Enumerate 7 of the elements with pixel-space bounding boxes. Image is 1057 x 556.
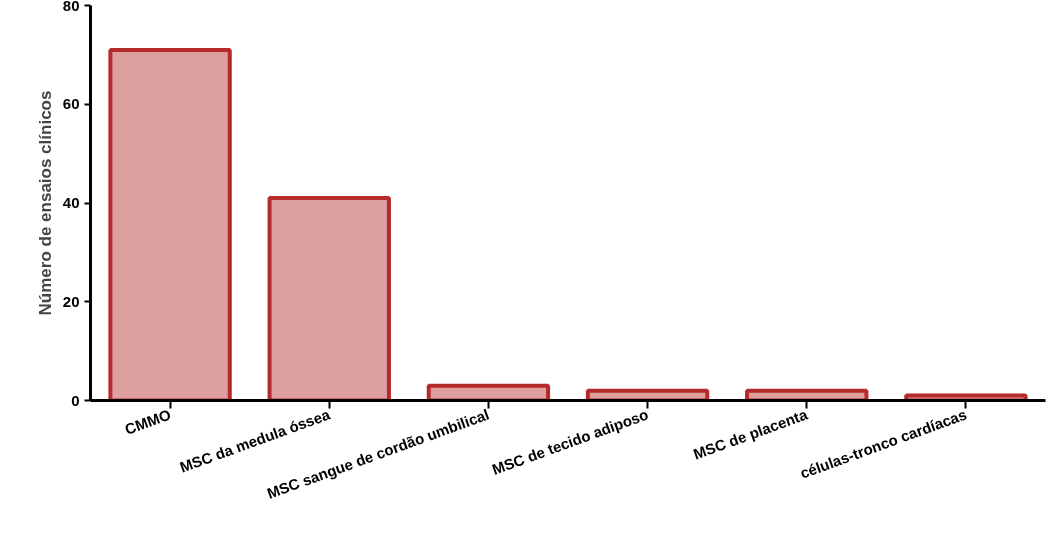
y-tick-label: 40 xyxy=(62,194,80,211)
y-tick-label: 60 xyxy=(62,95,80,113)
y-tick-label: 0 xyxy=(71,391,80,409)
y-axis-title: Número de ensaios clínicos xyxy=(35,90,55,316)
y-tick-label: 80 xyxy=(62,0,80,14)
y-tick-label: 20 xyxy=(62,292,80,310)
x-tick-label: CMMO xyxy=(122,405,174,438)
